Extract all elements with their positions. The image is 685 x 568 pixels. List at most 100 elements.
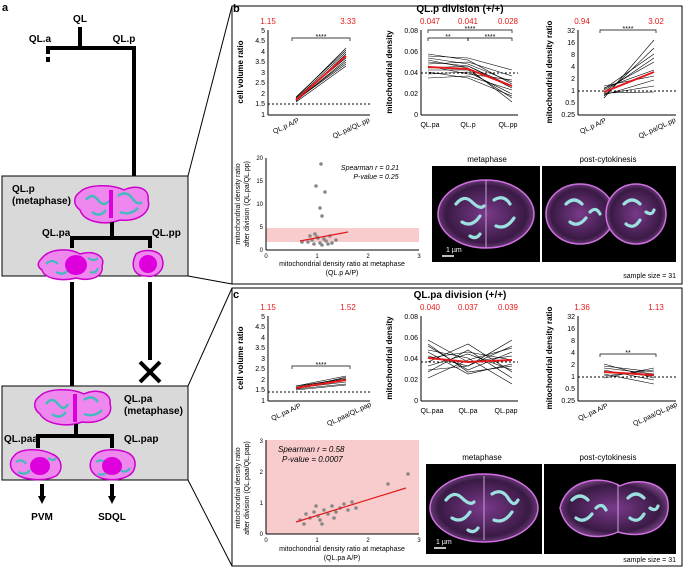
c-p1-ytick: 1.5 (255, 387, 265, 394)
c-p1-ylabel: cell volume ratio (236, 326, 245, 389)
b-p2-xtick: QL.pp (498, 122, 517, 129)
b-scatter-plot: mitochondrial density ratio after divisi… (235, 156, 421, 277)
b-scale-bar: 1 µm (446, 247, 462, 254)
c-img-right-title: post-cytokinesis (580, 453, 637, 462)
c-p2-ytick: 0.06 (404, 335, 418, 342)
b-p2-xtick: QL.pa (420, 122, 439, 129)
c-p2-ytick: 0.02 (404, 377, 418, 384)
b-sc-xtick: 2 (366, 254, 370, 260)
b-sc-xtick: 3 (417, 254, 421, 260)
b-mito-density-plot: mitochondrial density 0 0.02 0.04 0.06 0… (385, 17, 519, 129)
c-sc-xtick: 3 (417, 538, 421, 544)
cell-death-x-icon (138, 360, 162, 384)
panel-b-label: b (233, 3, 240, 15)
c-sc-ytick: 1 (260, 501, 264, 507)
c-p2-xtick: QL.pa (458, 408, 477, 415)
b-sc-ytick: 15 (256, 179, 263, 185)
b-sc-spearman: Spearman r = 0.21 (341, 165, 399, 172)
c-p3-ytick: 1 (571, 374, 575, 381)
c-p1-ytick: 3 (261, 356, 265, 363)
c-post-cytokinesis-image (544, 464, 676, 554)
c-p3-ylabel: mitochondrial density ratio (545, 307, 554, 410)
box2-left-label: QL.paa (4, 434, 38, 445)
c-p3-ytick: 32 (567, 314, 575, 321)
b-p2-top-value: 0.028 (498, 17, 519, 26)
b-p3-top-value: 3.02 (648, 17, 664, 26)
c-p3-ytick: 0.25 (561, 398, 575, 405)
c-p1-ytick: 3.5 (255, 345, 265, 352)
c-sc-xtick: 2 (366, 538, 370, 544)
b-p1-top-value: 3.33 (340, 17, 356, 26)
c-p2-top-value: 0.040 (420, 303, 441, 312)
b-p1-ylabel: cell volume ratio (236, 40, 245, 103)
b-metaphase-image: 1 µm (432, 166, 540, 262)
b-p1-top-value: 1.15 (260, 17, 276, 26)
b-p1-ytick: 1 (261, 112, 265, 119)
c-sc-xtick: 1 (315, 538, 319, 544)
b-p2-sig: ** (445, 34, 451, 41)
c-sc-ytick: 0 (260, 532, 264, 538)
b-p1-ytick: 1.5 (255, 101, 265, 108)
b-p2-ytick: 0.02 (404, 91, 418, 98)
panel-c-label: c (233, 289, 239, 301)
box2-subtitle: (metaphase) (124, 406, 183, 417)
lineage-tree-middle (70, 282, 152, 386)
b-p2-xtick: QL.p (460, 122, 475, 129)
b-p1-ytick: 4 (261, 49, 265, 56)
ql-pa-daughter-cell (37, 249, 104, 281)
c-p1-mean-line (295, 379, 347, 389)
b-p1-ytick: 4.5 (255, 38, 265, 45)
c-p2-ytick: 0.08 (404, 314, 418, 321)
c-sc-ytick: 2 (260, 470, 264, 476)
c-scale-bar: 1 µm (436, 539, 452, 546)
c-p3-sig: ** (625, 350, 631, 357)
panel-c-title: QL.pa division (+/+) (414, 290, 507, 301)
b-img-right-title: post-cytokinesis (580, 155, 637, 164)
c-p2-xtick: QL.paa (421, 408, 444, 415)
b-sc-ylabel2: after division (QL.pa/QL.pp) (244, 161, 251, 247)
b-p3-ylabel: mitochondrial density ratio (545, 21, 554, 124)
c-p1-top-value: 1.52 (340, 303, 356, 312)
c-p1-ytick: 5 (261, 314, 265, 321)
c-p1-sig: **** (316, 362, 327, 369)
ql-p-cell-illustration (74, 185, 150, 224)
c-sc-xlabel: mitochondrial density ratio at metaphase (279, 546, 405, 553)
c-p2-ylabel: mitochondrial density (385, 316, 394, 400)
b-p2-top-value: 0.041 (458, 17, 479, 26)
c-p1-ytick: 2.5 (255, 366, 265, 373)
c-scatter-plot: mitochondrial density ratio after divisi… (235, 439, 421, 562)
c-sc-ytick: 3 (260, 439, 264, 445)
b-p1-ytick: 2.5 (255, 80, 265, 87)
ql-pap-daughter-cell (89, 449, 136, 481)
ql-pa-cell-illustration (34, 389, 112, 426)
box1-subtitle: (metaphase) (12, 196, 71, 207)
lineage-root-label: QL (73, 14, 87, 25)
box1-title: QL.p (12, 184, 35, 195)
b-p3-mean-line (603, 71, 655, 93)
b-sc-ytick: 20 (256, 156, 263, 162)
b-sc-pvalue: P-value = 0.25 (353, 174, 398, 181)
c-p3-ytick: 8 (571, 338, 575, 345)
b-p2-ytick: 0.04 (404, 70, 418, 77)
lineage-tree-top (46, 27, 136, 176)
b-p2-ytick: 0.08 (404, 28, 418, 35)
c-p3-ytick: 2 (571, 362, 575, 369)
box2-tree (36, 424, 114, 448)
c-sc-xtick: 0 (264, 538, 268, 544)
c-p3-ytick: 4 (571, 350, 575, 357)
b-p3-ytick: 32 (567, 28, 575, 35)
b-p3-ytick: 0.25 (561, 112, 575, 119)
lineage-right-label: QL.p (113, 34, 136, 45)
ql-paa-daughter-cell (9, 449, 62, 481)
c-p2-xtick: QL.pap (495, 408, 518, 415)
c-sc-pvalue: P-value = 0.0007 (282, 455, 343, 464)
b-cell-volume-plot: cell volume ratio 1 1.5 2 2.5 3 3.5 4 4.… (236, 17, 371, 140)
b-p1-sig: **** (316, 34, 327, 41)
output-arrows (38, 484, 116, 504)
b-p2-ylabel: mitochondrial density (385, 30, 394, 114)
b-post-cytokinesis-image (542, 166, 676, 262)
b-sc-ytick: 5 (260, 225, 264, 231)
b-p1-ytick: 2 (261, 91, 265, 98)
b-p3-top-value: 0.94 (574, 17, 590, 26)
